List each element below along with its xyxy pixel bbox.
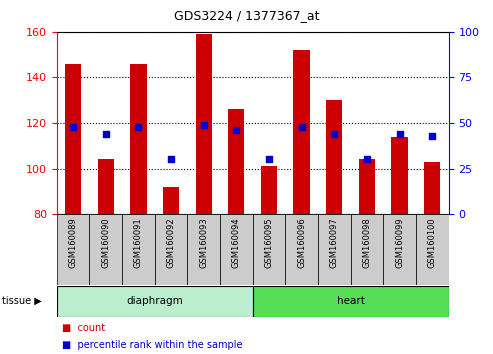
Text: tissue ▶: tissue ▶ bbox=[2, 296, 42, 306]
Point bbox=[298, 124, 306, 130]
Bar bbox=[424, 162, 440, 214]
Text: GSM160095: GSM160095 bbox=[264, 218, 274, 268]
Bar bbox=[155, 214, 187, 285]
Point bbox=[330, 131, 338, 137]
Point bbox=[135, 124, 142, 130]
Text: GSM160094: GSM160094 bbox=[232, 218, 241, 268]
Text: GSM160089: GSM160089 bbox=[69, 218, 77, 268]
Text: GSM160098: GSM160098 bbox=[362, 218, 372, 268]
Bar bbox=[318, 214, 351, 285]
Text: GSM160093: GSM160093 bbox=[199, 218, 208, 268]
Bar bbox=[391, 137, 408, 214]
Text: heart: heart bbox=[337, 296, 365, 306]
Text: GSM160091: GSM160091 bbox=[134, 218, 143, 268]
Bar bbox=[293, 50, 310, 214]
Text: GSM160096: GSM160096 bbox=[297, 218, 306, 268]
Text: GSM160099: GSM160099 bbox=[395, 218, 404, 268]
Bar bbox=[122, 214, 155, 285]
Text: GSM160100: GSM160100 bbox=[428, 218, 437, 268]
Bar bbox=[326, 100, 343, 214]
Point bbox=[69, 124, 77, 130]
Bar bbox=[57, 214, 89, 285]
Bar bbox=[285, 214, 318, 285]
Bar bbox=[228, 109, 245, 214]
Text: GSM160097: GSM160097 bbox=[330, 218, 339, 268]
Bar bbox=[252, 214, 285, 285]
Point bbox=[363, 156, 371, 162]
Point bbox=[428, 133, 436, 139]
Point bbox=[265, 156, 273, 162]
Bar bbox=[130, 64, 146, 214]
Text: GSM160090: GSM160090 bbox=[101, 218, 110, 268]
Text: ■  percentile rank within the sample: ■ percentile rank within the sample bbox=[62, 341, 242, 350]
Bar bbox=[351, 214, 383, 285]
Text: GSM160092: GSM160092 bbox=[167, 218, 176, 268]
Bar bbox=[196, 34, 212, 214]
Point bbox=[200, 122, 208, 128]
Point bbox=[102, 131, 109, 137]
Bar bbox=[65, 64, 81, 214]
Text: ■  count: ■ count bbox=[62, 323, 105, 333]
Bar bbox=[163, 187, 179, 214]
Bar bbox=[416, 214, 449, 285]
Bar bbox=[261, 166, 277, 214]
Point bbox=[232, 127, 240, 133]
Point bbox=[167, 156, 175, 162]
Point bbox=[396, 131, 404, 137]
Bar bbox=[359, 159, 375, 214]
Text: GDS3224 / 1377367_at: GDS3224 / 1377367_at bbox=[174, 9, 319, 22]
Text: diaphragm: diaphragm bbox=[126, 296, 183, 306]
Bar bbox=[57, 286, 252, 317]
Bar bbox=[89, 214, 122, 285]
Bar bbox=[383, 214, 416, 285]
Bar bbox=[187, 214, 220, 285]
Bar bbox=[98, 159, 114, 214]
Bar bbox=[220, 214, 252, 285]
Bar bbox=[252, 286, 449, 317]
